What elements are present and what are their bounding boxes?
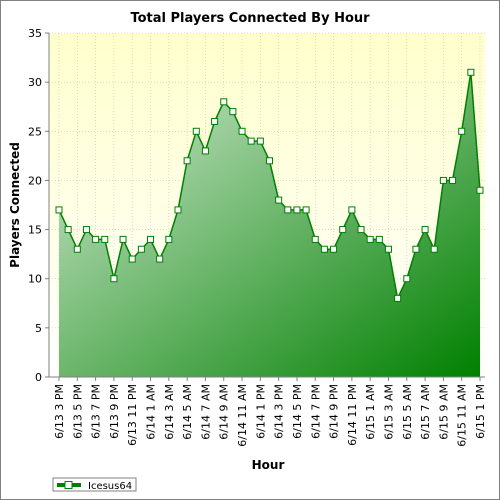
x-tick-label-1: 6/13 5 PM <box>71 384 84 439</box>
x-tick-label-11: 6/14 1 PM <box>254 384 267 439</box>
data-point-45 <box>467 68 475 76</box>
x-tick-label-9: 6/14 9 AM <box>218 384 231 440</box>
legend-entry: Icesus64 <box>88 481 132 492</box>
data-point-36 <box>384 245 392 253</box>
data-point-0 <box>55 206 63 214</box>
data-point-1 <box>64 226 72 234</box>
y-tick-label-5: 25 <box>28 125 42 138</box>
data-point-9 <box>137 245 145 253</box>
data-point-14 <box>183 157 191 165</box>
y-tick-label-2: 10 <box>28 273 42 286</box>
x-tick-label-14: 6/14 7 PM <box>309 384 322 439</box>
x-tick-label-3: 6/13 9 PM <box>108 384 121 439</box>
data-point-35 <box>375 235 383 243</box>
series-points <box>55 68 484 302</box>
x-axis-label: Hour <box>252 458 285 472</box>
data-point-29 <box>320 245 328 253</box>
data-point-20 <box>238 127 246 135</box>
x-tick-label-10: 6/14 11 AM <box>236 384 249 447</box>
x-tick-label-2: 6/13 7 PM <box>90 384 103 439</box>
y-tick-labels: 0 5 10 15 20 25 30 35 <box>28 27 49 384</box>
data-point-26 <box>293 206 301 214</box>
data-point-6 <box>110 275 118 283</box>
data-point-19 <box>229 108 237 116</box>
y-tick-label-0: 0 <box>35 371 42 384</box>
x-tick-label-15: 6/14 9 PM <box>328 384 341 439</box>
data-point-31 <box>339 226 347 234</box>
y-tick-label-1: 5 <box>35 322 42 335</box>
data-point-43 <box>449 176 457 184</box>
data-point-18 <box>220 98 228 106</box>
data-point-41 <box>430 245 438 253</box>
data-point-42 <box>439 176 447 184</box>
x-tick-label-18: 6/15 3 AM <box>382 384 395 440</box>
data-point-15 <box>192 127 200 135</box>
y-tick-label-6: 30 <box>28 76 42 89</box>
x-tick-label-19: 6/15 5 AM <box>401 384 414 440</box>
data-point-13 <box>174 206 182 214</box>
x-tick-label-21: 6/15 9 AM <box>437 384 450 440</box>
data-point-16 <box>201 147 209 155</box>
legend-box <box>52 477 137 492</box>
data-point-27 <box>302 206 310 214</box>
data-point-7 <box>119 235 127 243</box>
data-point-4 <box>92 235 100 243</box>
data-point-24 <box>275 196 283 204</box>
legend: Icesus64 <box>52 477 137 492</box>
x-tick-label-5: 6/14 1 AM <box>145 384 158 440</box>
data-point-39 <box>412 245 420 253</box>
x-tick-labels: 6/13 3 PM 6/13 5 PM 6/13 7 PM 6/13 9 PM 6/13… <box>53 377 487 447</box>
y-axis-label: Players Connected <box>8 142 22 268</box>
data-point-44 <box>458 127 466 135</box>
data-point-8 <box>128 255 136 263</box>
x-tick-label-23: 6/15 1 PM <box>474 384 487 439</box>
x-tick-label-13: 6/14 5 PM <box>291 384 304 439</box>
data-point-17 <box>211 117 219 125</box>
data-point-11 <box>156 255 164 263</box>
data-point-21 <box>247 137 255 145</box>
x-tick-label-4: 6/13 11 PM <box>126 384 139 446</box>
x-tick-label-0: 6/13 3 PM <box>53 384 66 439</box>
data-point-30 <box>330 245 338 253</box>
data-point-5 <box>101 235 109 243</box>
data-point-2 <box>73 245 81 253</box>
x-tick-label-22: 6/15 11 AM <box>456 384 469 447</box>
x-tick-label-7: 6/14 5 AM <box>181 384 194 440</box>
chart-title: Total Players Connected By Hour <box>130 11 370 26</box>
data-point-12 <box>165 235 173 243</box>
x-tick-label-8: 6/14 7 AM <box>199 384 212 440</box>
x-tick-label-12: 6/14 3 PM <box>273 384 286 439</box>
data-point-32 <box>348 206 356 214</box>
data-point-40 <box>421 226 429 234</box>
y-tick-label-4: 20 <box>28 174 42 187</box>
series-area <box>59 72 480 378</box>
data-point-23 <box>266 157 273 165</box>
y-tick-label-7: 35 <box>28 27 42 40</box>
x-tick-label-6: 6/14 3 AM <box>163 384 176 440</box>
data-point-46 <box>476 186 484 194</box>
data-point-33 <box>357 226 365 234</box>
data-point-34 <box>366 235 374 243</box>
data-point-22 <box>256 137 264 145</box>
data-point-10 <box>147 235 155 243</box>
x-tick-label-20: 6/15 7 AM <box>419 384 432 440</box>
x-tick-label-16: 6/14 11 PM <box>346 384 359 446</box>
data-point-3 <box>82 226 90 234</box>
data-point-37 <box>394 294 402 302</box>
x-tick-label-17: 6/15 1 AM <box>364 384 377 440</box>
data-point-28 <box>311 235 319 243</box>
data-point-38 <box>403 275 411 283</box>
legend-marker <box>64 481 73 489</box>
y-tick-label-3: 15 <box>28 224 42 237</box>
data-point-25 <box>284 206 292 214</box>
